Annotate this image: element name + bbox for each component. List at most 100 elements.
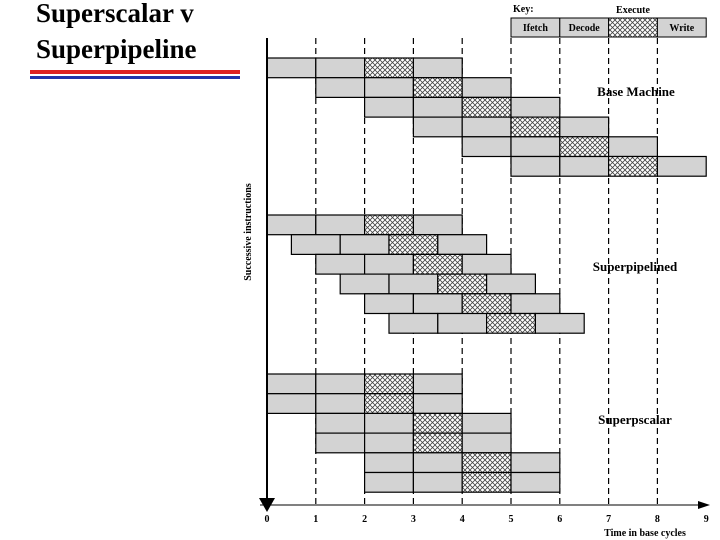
stage-box bbox=[364, 412, 415, 434]
stage-box bbox=[461, 471, 512, 493]
stage-box bbox=[339, 273, 390, 295]
stage-box bbox=[364, 393, 415, 415]
x-tick-label: 8 bbox=[655, 514, 660, 525]
stage-box bbox=[559, 155, 610, 177]
stage-box bbox=[412, 214, 463, 236]
stage-box bbox=[364, 373, 415, 395]
stage-box bbox=[412, 412, 463, 434]
stage-box bbox=[461, 253, 512, 275]
stage-box bbox=[315, 432, 366, 454]
stage-box bbox=[461, 432, 512, 454]
key-box bbox=[656, 17, 707, 38]
stage-box bbox=[364, 96, 415, 118]
stage-box bbox=[510, 471, 561, 493]
x-tick-label: 1 bbox=[313, 514, 318, 525]
x-tick-label: 5 bbox=[509, 514, 514, 525]
stage-box bbox=[461, 412, 512, 434]
x-tick-label: 0 bbox=[265, 514, 270, 525]
stage-box bbox=[412, 432, 463, 454]
title-rule bbox=[30, 70, 240, 74]
stage-box bbox=[461, 452, 512, 474]
stage-box bbox=[339, 234, 390, 255]
stage-box bbox=[266, 57, 317, 79]
stage-box bbox=[607, 136, 658, 158]
key-stage: Execute bbox=[616, 5, 650, 16]
stage-box bbox=[510, 452, 561, 474]
x-tick-label: 6 bbox=[557, 514, 562, 525]
title-line: Superscalar v bbox=[36, 0, 194, 28]
section-label: Superpscalar bbox=[598, 412, 672, 427]
stage-box bbox=[559, 116, 610, 138]
stage-box bbox=[364, 253, 415, 275]
stage-box bbox=[266, 214, 317, 236]
x-tick-label: 7 bbox=[606, 514, 611, 525]
stage-box bbox=[461, 136, 512, 158]
stage-box bbox=[315, 57, 366, 79]
pipeline-boxes bbox=[266, 57, 707, 493]
stage-box bbox=[364, 471, 415, 493]
stage-box bbox=[510, 116, 561, 138]
key-label: Key: bbox=[513, 4, 534, 15]
x-tick-label: 9 bbox=[704, 514, 709, 525]
stage-box bbox=[315, 77, 366, 98]
x-arrow bbox=[698, 501, 710, 509]
key-stage: Write bbox=[669, 23, 694, 34]
stage-box bbox=[437, 312, 488, 334]
x-axis-label: Time in base cycles bbox=[604, 528, 686, 539]
title-rule bbox=[30, 76, 240, 79]
stage-box bbox=[437, 273, 488, 295]
stage-box bbox=[461, 77, 512, 98]
stage-box bbox=[315, 412, 366, 434]
stage-box bbox=[412, 77, 463, 98]
stage-box bbox=[315, 253, 366, 275]
stage-box bbox=[388, 312, 439, 334]
stage-box bbox=[486, 312, 537, 334]
stage-box bbox=[486, 273, 537, 295]
stage-box bbox=[510, 293, 561, 315]
key-box bbox=[608, 17, 658, 38]
stage-box bbox=[534, 312, 585, 334]
x-tick-label: 2 bbox=[362, 514, 367, 525]
stage-box bbox=[364, 57, 415, 79]
stage-box bbox=[510, 155, 561, 177]
stage-box bbox=[412, 96, 463, 118]
stage-box bbox=[315, 373, 366, 395]
title-line: Superpipeline bbox=[36, 34, 197, 64]
stage-box bbox=[412, 471, 463, 493]
stage-box bbox=[364, 293, 415, 315]
key-stage: Ifetch bbox=[523, 23, 548, 34]
stage-box bbox=[266, 373, 317, 395]
stage-box bbox=[461, 96, 512, 118]
x-tick-label: 3 bbox=[411, 514, 416, 525]
stage-box bbox=[559, 136, 610, 158]
stage-box bbox=[437, 234, 488, 255]
stage-box bbox=[266, 393, 317, 415]
stage-box bbox=[364, 77, 415, 98]
x-tick-label: 4 bbox=[460, 514, 465, 525]
stage-box bbox=[412, 373, 463, 395]
stage-box bbox=[290, 234, 341, 255]
stage-box bbox=[364, 432, 415, 454]
y-axis-label: Successive instructions bbox=[243, 183, 254, 281]
stage-box bbox=[315, 393, 366, 415]
key: Ifetch Decode Execute Write bbox=[510, 5, 707, 38]
stage-box bbox=[412, 116, 463, 138]
stage-box bbox=[510, 136, 561, 158]
stage-box bbox=[388, 234, 439, 255]
stage-box bbox=[388, 273, 439, 295]
stage-box bbox=[315, 214, 366, 236]
stage-box bbox=[364, 214, 415, 236]
section-label: Superpipelined bbox=[593, 259, 678, 274]
stage-box bbox=[412, 452, 463, 474]
stage-box bbox=[412, 393, 463, 415]
stage-box bbox=[364, 452, 415, 474]
stage-box bbox=[412, 293, 463, 315]
section-label: Base Machine bbox=[597, 84, 675, 99]
key-stage: Decode bbox=[569, 23, 601, 34]
stage-box bbox=[461, 293, 512, 315]
stage-box bbox=[461, 116, 512, 138]
stage-box bbox=[607, 155, 658, 177]
stage-box bbox=[656, 155, 707, 177]
stage-box bbox=[412, 253, 463, 275]
